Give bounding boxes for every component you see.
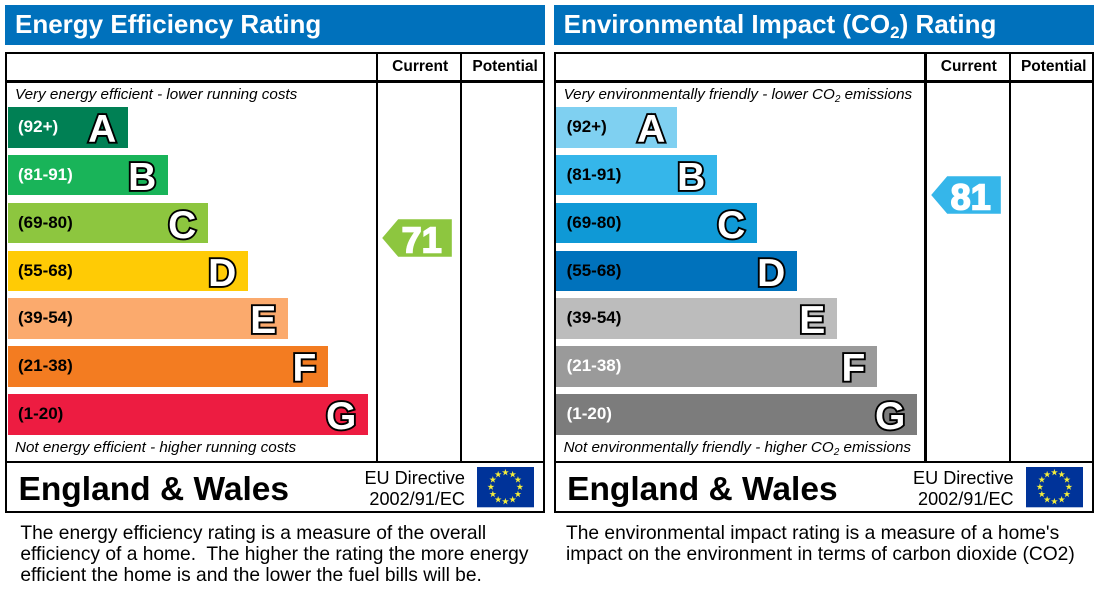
svg-text:E: E [799,299,825,342]
svg-text:A: A [637,108,665,151]
svg-text:C: C [717,204,745,247]
svg-text:G: G [875,395,905,438]
svg-text:G: G [326,395,356,438]
svg-text:B: B [128,156,156,199]
svg-text:71: 71 [401,220,441,258]
svg-text:E: E [250,299,276,342]
svg-text:D: D [208,252,236,295]
svg-text:D: D [757,252,785,295]
svg-text:B: B [677,156,705,199]
svg-text:C: C [168,204,196,247]
svg-text:F: F [841,347,865,390]
svg-text:A: A [88,108,116,151]
svg-text:81: 81 [950,177,990,215]
svg-text:F: F [292,347,316,390]
